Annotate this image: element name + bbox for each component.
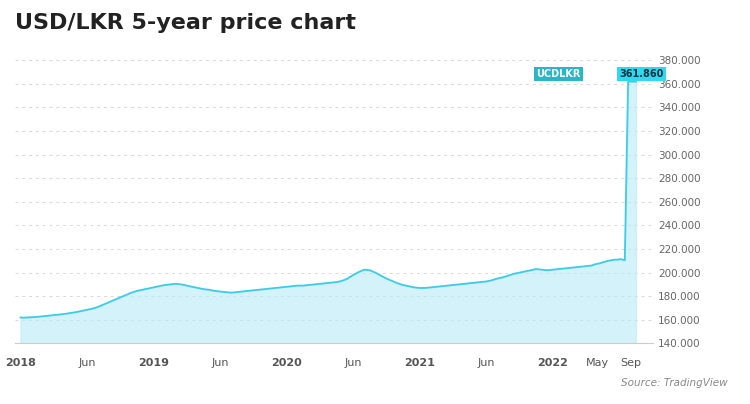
Text: 2018: 2018 (5, 358, 36, 368)
Text: May: May (586, 358, 609, 368)
Text: Jun: Jun (211, 358, 229, 368)
Text: 361.860: 361.860 (620, 69, 664, 79)
Text: UCDLKR: UCDLKR (536, 69, 580, 79)
Text: Jun: Jun (78, 358, 96, 368)
Text: USD/LKR 5-year price chart: USD/LKR 5-year price chart (15, 13, 356, 33)
Text: Sep: Sep (620, 358, 640, 368)
Text: 2022: 2022 (537, 358, 568, 368)
Text: 2021: 2021 (404, 358, 435, 368)
Text: Source: TradingView: Source: TradingView (621, 378, 728, 388)
Text: Jun: Jun (344, 358, 362, 368)
Text: 2020: 2020 (272, 358, 302, 368)
Text: Jun: Jun (478, 358, 495, 368)
Text: 2019: 2019 (138, 358, 169, 368)
